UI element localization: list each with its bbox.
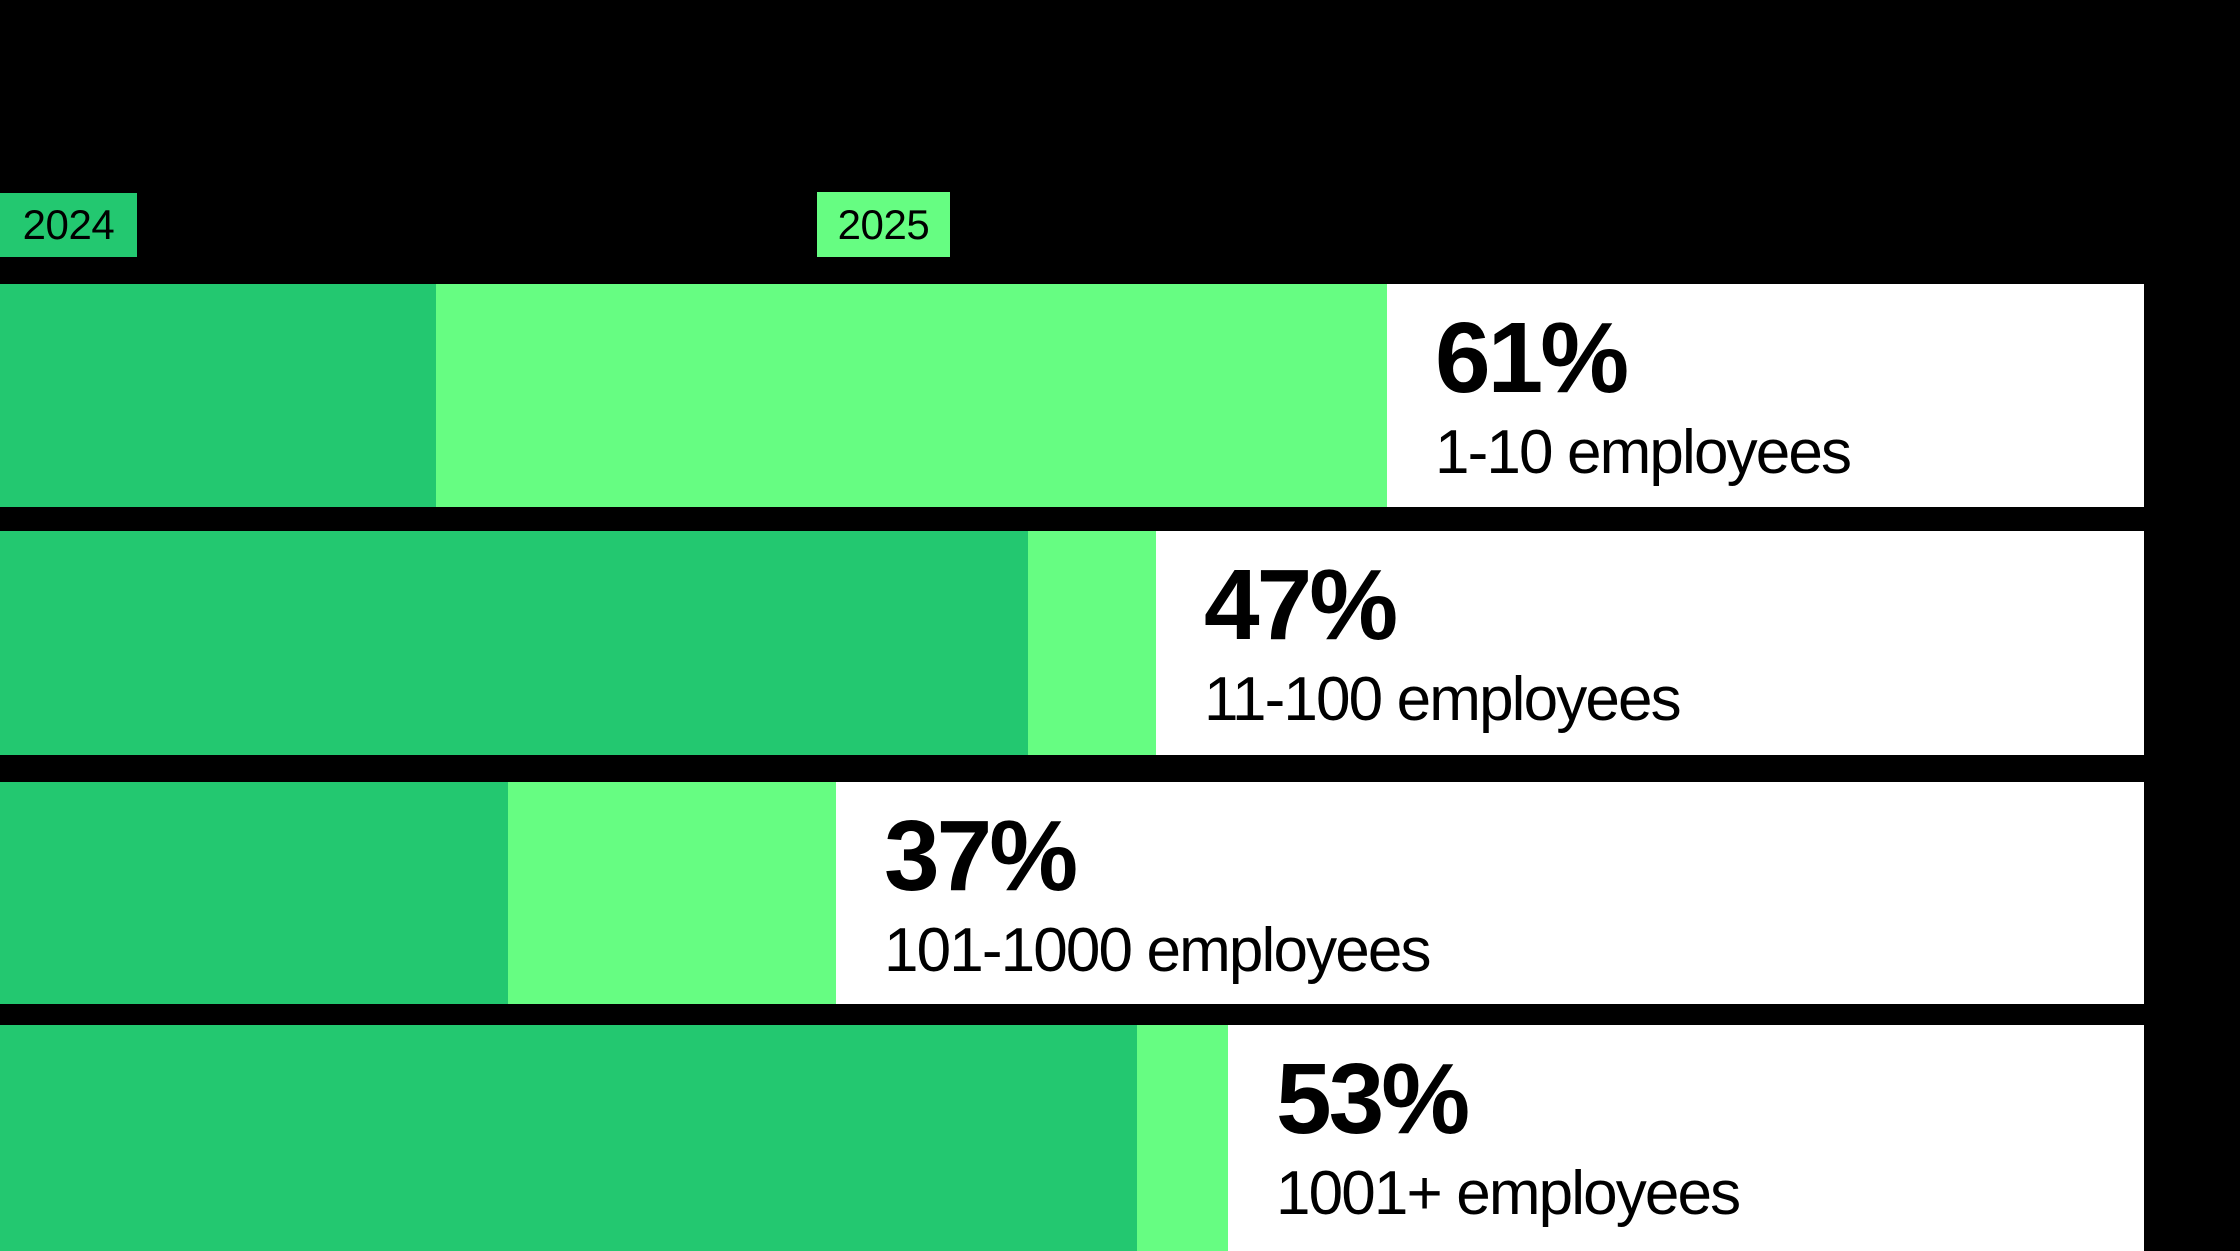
bar-label-area: 37% 101-1000 employees xyxy=(836,782,2144,1004)
bar-category-label: 1001+ employees xyxy=(1276,1159,1741,1228)
bar-value-label: 47% xyxy=(1204,549,1398,661)
bar-segment-2025 xyxy=(508,782,836,1004)
bar-category-label: 101-1000 employees xyxy=(884,916,1431,985)
bar-segment-2025 xyxy=(1028,531,1156,755)
legend-2024-label: 2024 xyxy=(22,201,115,248)
bar-row: 47% 11-100 employees xyxy=(0,531,2144,755)
bar-category-label: 1-10 employees xyxy=(1435,418,1852,487)
bar-row: 53% 1001+ employees xyxy=(0,1025,2144,1251)
legend-2024-badge: 2024 xyxy=(0,193,137,257)
bar-segment-2025 xyxy=(436,284,1387,507)
legend-2025-label: 2025 xyxy=(837,200,930,248)
bar-label-area: 53% 1001+ employees xyxy=(1228,1025,2144,1251)
bar-segment-2024 xyxy=(0,1025,1137,1251)
bar-segment-2025 xyxy=(1137,1025,1228,1251)
bar-value-label: 53% xyxy=(1276,1043,1470,1155)
bar-label-area: 47% 11-100 employees xyxy=(1156,531,2144,755)
bar-segment-2024 xyxy=(0,782,508,1004)
bar-value-label: 61% xyxy=(1435,302,1629,414)
bar-segment-2024 xyxy=(0,284,436,507)
legend-2025-badge: 2025 xyxy=(817,192,950,257)
bar-segment-2024 xyxy=(0,531,1028,755)
bar-category-label: 11-100 employees xyxy=(1204,665,1682,734)
bar-value-label: 37% xyxy=(884,800,1078,912)
bar-label-area: 61% 1-10 employees xyxy=(1387,284,2144,507)
bar-row: 37% 101-1000 employees xyxy=(0,782,2144,1004)
bar-row: 61% 1-10 employees xyxy=(0,284,2144,507)
